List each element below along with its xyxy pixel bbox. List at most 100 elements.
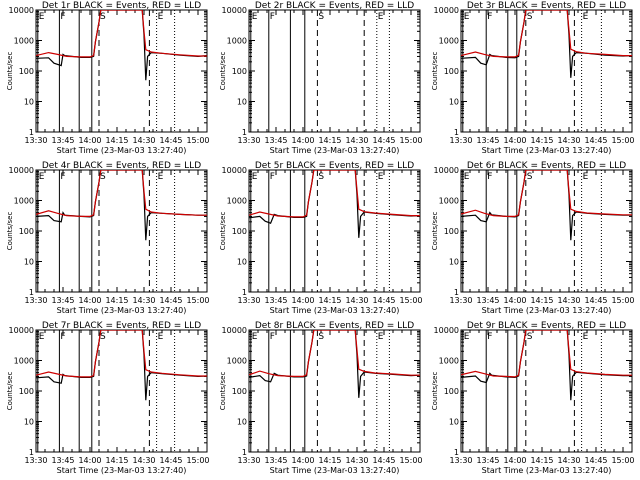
- marker-label: S: [100, 332, 106, 342]
- x-tick-label: 13:45: [51, 136, 74, 145]
- marker-label: F: [60, 172, 65, 182]
- marker-label: F: [60, 332, 65, 342]
- x-tick-label: 14:15: [105, 456, 128, 465]
- marker-label: S: [318, 12, 324, 22]
- x-axis-label: Start Time (23-Mar-03 13:27:40): [270, 306, 400, 315]
- plot-series-group: [36, 330, 207, 401]
- panel-title: Det 3r BLACK = Events, RED = LLD: [467, 1, 626, 11]
- y-axis-label: Counts/sec: [219, 212, 227, 251]
- series-line-lld: [36, 10, 207, 58]
- x-tick-label: 14:15: [530, 456, 553, 465]
- y-tick-label: 100: [444, 227, 459, 236]
- y-tick-label: 10: [24, 98, 34, 107]
- x-tick-label: 13:30: [449, 456, 472, 465]
- x-tick-label: 14:00: [78, 296, 101, 305]
- series-line-lld: [461, 330, 632, 378]
- panel-title: Det 8r BLACK = Events, RED = LLD: [255, 321, 414, 331]
- y-tick-label: 10: [237, 418, 247, 427]
- plot-frame: [248, 9, 421, 133]
- x-axis-label: Start Time (23-Mar-03 13:27:40): [57, 306, 187, 315]
- y-axis-label: Counts/sec: [431, 212, 439, 251]
- y-tick-label: 100: [232, 387, 247, 396]
- marker-label: E: [158, 172, 164, 182]
- series-line-lld: [461, 10, 632, 58]
- x-tick-label: 13:30: [237, 456, 260, 465]
- y-tick-label: 1: [454, 128, 459, 137]
- panel-title: Det 7r BLACK = Events, RED = LLD: [42, 321, 201, 331]
- plot-series-group: [461, 330, 632, 401]
- x-tick-label: 14:45: [584, 456, 607, 465]
- plot-frame: [248, 329, 421, 453]
- x-tick-label: 14:15: [318, 296, 341, 305]
- x-tick-label: 13:45: [264, 296, 287, 305]
- x-tick-label: 15:00: [611, 456, 634, 465]
- marker-label: E: [583, 332, 589, 342]
- x-tick-label: 13:30: [449, 136, 472, 145]
- x-tick-label: 13:45: [476, 136, 499, 145]
- y-tick-label: 10: [449, 418, 459, 427]
- x-tick-label: 14:30: [557, 136, 580, 145]
- marker-label: E: [583, 172, 589, 182]
- marker-label: E: [378, 12, 384, 22]
- y-axis-label: Counts/sec: [6, 372, 14, 411]
- y-tick-label: 1: [242, 288, 247, 297]
- marker-label: S: [100, 172, 106, 182]
- series-line-lld: [461, 170, 632, 217]
- y-axis-label: Counts/sec: [6, 212, 14, 251]
- x-tick-label: 14:45: [372, 136, 395, 145]
- x-tick-label: 14:30: [345, 296, 368, 305]
- x-tick-label: 13:30: [24, 456, 47, 465]
- x-axis-label: Start Time (23-Mar-03 13:27:40): [482, 466, 612, 475]
- y-tick-label: 10000: [9, 166, 34, 175]
- panel-title: Det 2r BLACK = Events, RED = LLD: [255, 1, 414, 11]
- y-tick-label: 10000: [222, 166, 247, 175]
- marker-label: F: [487, 172, 492, 182]
- panel-title: Det 4r BLACK = Events, RED = LLD: [42, 161, 201, 171]
- y-tick-label: 1: [454, 448, 459, 457]
- x-tick-label: 14:15: [318, 456, 341, 465]
- x-tick-label: 13:45: [476, 456, 499, 465]
- x-tick-label: 14:00: [291, 296, 314, 305]
- x-tick-label: 13:45: [51, 456, 74, 465]
- y-tick-label: 10: [237, 258, 247, 267]
- x-tick-label: 14:30: [557, 456, 580, 465]
- marker-label: E: [464, 332, 470, 342]
- marker-label: E: [39, 332, 45, 342]
- plot-series-group: [461, 170, 632, 241]
- x-tick-label: 13:45: [264, 456, 287, 465]
- x-tick-label: 14:45: [584, 136, 607, 145]
- x-tick-label: 14:00: [78, 456, 101, 465]
- marker-label: E: [583, 12, 589, 22]
- marker-label: F: [487, 332, 492, 342]
- y-tick-label: 10000: [222, 326, 247, 335]
- y-tick-label: 100: [19, 387, 34, 396]
- marker-label: S: [318, 172, 324, 182]
- y-tick-label: 1: [454, 288, 459, 297]
- y-tick-label: 10: [24, 258, 34, 267]
- marker-label: E: [39, 12, 45, 22]
- y-tick-label: 1: [29, 448, 34, 457]
- series-line-lld: [36, 330, 207, 378]
- x-tick-label: 14:15: [530, 296, 553, 305]
- marker-label: F: [60, 12, 65, 22]
- marker-label: S: [100, 12, 106, 22]
- marker-label: E: [252, 172, 258, 182]
- y-tick-label: 100: [444, 387, 459, 396]
- panel-det-4: 1 10 100 1000 10000 13:30 13:45 14:00 14:15 14:30…: [6, 161, 210, 315]
- x-tick-label: 14:15: [105, 136, 128, 145]
- x-tick-label: 13:30: [449, 296, 472, 305]
- plot-frame: [248, 169, 421, 293]
- marker-label: F: [487, 12, 492, 22]
- y-tick-label: 10000: [9, 326, 34, 335]
- x-tick-label: 13:30: [24, 296, 47, 305]
- y-tick-label: 10000: [222, 6, 247, 15]
- y-tick-label: 10: [24, 418, 34, 427]
- panel-title: Det 1r BLACK = Events, RED = LLD: [42, 1, 201, 11]
- x-tick-label: 14:30: [557, 296, 580, 305]
- y-tick-label: 1000: [14, 197, 34, 206]
- marker-label: E: [158, 12, 164, 22]
- y-tick-label: 1: [29, 288, 34, 297]
- x-tick-label: 14:15: [318, 136, 341, 145]
- plot-series-group: [249, 330, 420, 398]
